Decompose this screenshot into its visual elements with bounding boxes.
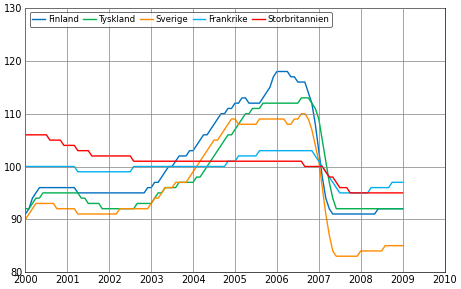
Tyskland [271,101,276,105]
Tyskland [23,207,28,210]
Sverige [127,207,133,210]
Line: Finland: Finland [25,71,402,214]
Finland [229,107,234,110]
Finland [148,186,154,189]
Finland [23,212,28,216]
Storbritannien [400,191,405,194]
Sverige [229,117,234,121]
Sverige [148,202,154,205]
Finland [400,207,405,210]
Storbritannien [348,191,353,194]
Sverige [333,255,339,258]
Frankrike [400,181,405,184]
Frankrike [51,165,56,168]
Storbritannien [127,154,133,158]
Frankrike [148,165,154,168]
Sverige [23,218,28,221]
Finland [127,191,133,194]
Sverige [51,202,56,205]
Frankrike [229,160,234,163]
Storbritannien [148,160,154,163]
Line: Frankrike: Frankrike [25,151,402,193]
Tyskland [148,202,154,205]
Storbritannien [225,160,231,163]
Frankrike [23,165,28,168]
Finland [271,75,276,79]
Storbritannien [23,133,28,137]
Tyskland [229,133,234,137]
Frankrike [257,149,262,152]
Storbritannien [271,160,276,163]
Sverige [271,117,276,121]
Frankrike [225,160,231,163]
Storbritannien [229,160,234,163]
Tyskland [51,191,56,194]
Frankrike [127,170,133,173]
Tyskland [127,207,133,210]
Sverige [225,123,231,126]
Sverige [299,112,304,116]
Finland [274,70,280,73]
Finland [225,107,231,110]
Tyskland [299,96,304,100]
Line: Storbritannien: Storbritannien [25,135,402,193]
Storbritannien [51,138,56,142]
Line: Tyskland: Tyskland [25,98,402,209]
Frankrike [274,149,280,152]
Legend: Finland, Tyskland, Sverige, Frankrike, Storbritannien: Finland, Tyskland, Sverige, Frankrike, S… [30,12,332,27]
Tyskland [225,133,231,137]
Frankrike [337,191,343,194]
Tyskland [400,207,405,210]
Finland [51,186,56,189]
Sverige [400,244,405,247]
Line: Sverige: Sverige [25,114,402,256]
